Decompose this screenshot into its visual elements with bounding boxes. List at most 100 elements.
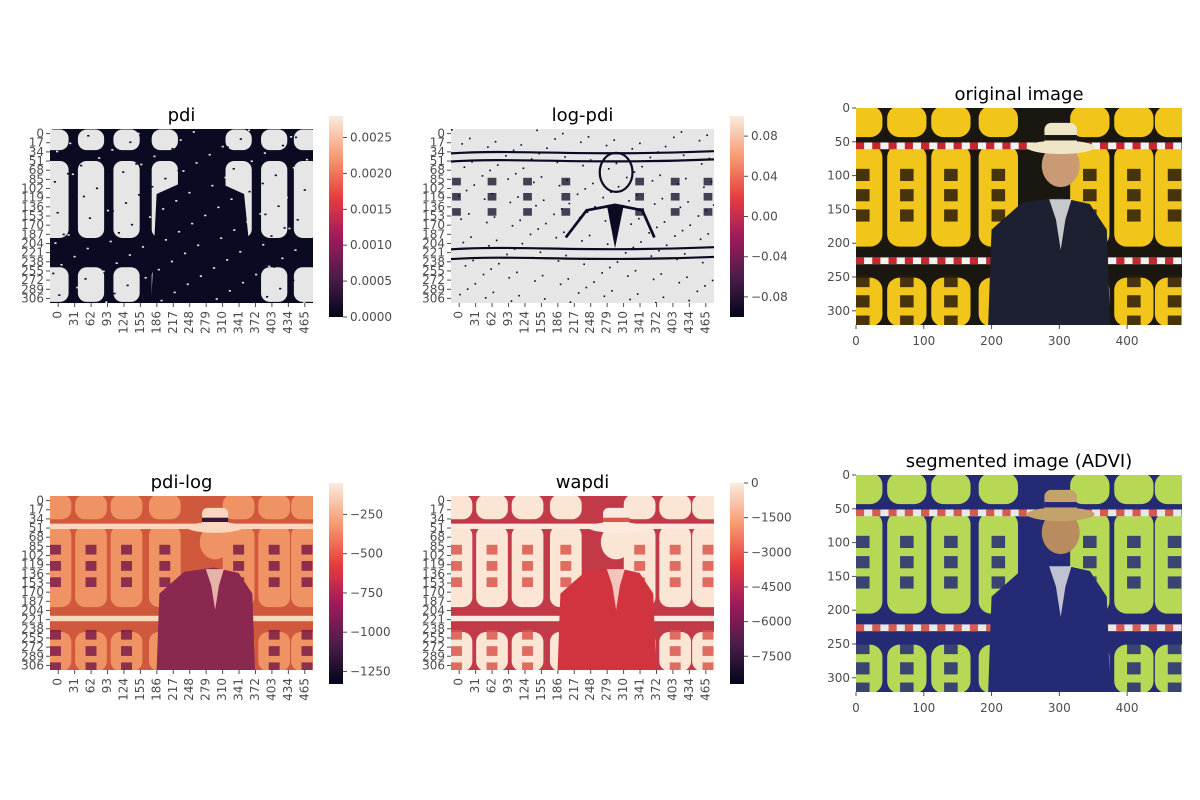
x-tick-label: 465: [297, 678, 311, 701]
y-tick-label: 289: [21, 282, 44, 296]
colorbar-tick-label: 0.00: [751, 210, 778, 224]
y-tick-label: 34: [29, 145, 44, 159]
x-tick-label: 0: [452, 311, 466, 319]
y-tick-label: 238: [21, 622, 44, 636]
x-tick-label: 248: [583, 678, 597, 701]
x-tick-label: 279: [600, 678, 614, 701]
y-tick-label: 119: [21, 191, 44, 205]
x-tick-label: 62: [485, 311, 499, 326]
x-tick-label: 403: [665, 678, 679, 701]
x-tick-label: 62: [84, 311, 98, 326]
y-tick-label: 289: [422, 282, 445, 296]
colorbar-tick-label: 0.0025: [350, 131, 392, 145]
y-tick-label: 238: [21, 255, 44, 269]
y-tick-label: 17: [29, 136, 44, 150]
y-tick-label: 0: [36, 127, 44, 141]
x-tick-label: 403: [264, 311, 278, 334]
y-tick-label: 119: [422, 558, 445, 572]
x-tick-label: 400: [1116, 701, 1139, 715]
y-tick-label: 255: [422, 631, 445, 645]
x-tick-label: 186: [149, 311, 163, 334]
x-tick-label: 403: [665, 311, 679, 334]
y-tick-label: 34: [29, 512, 44, 526]
y-tick-label: 250: [827, 270, 850, 284]
x-tick-label: 310: [616, 678, 630, 701]
colorbar-tick-label: 0.0000: [350, 310, 392, 324]
y-tick-label: 221: [422, 613, 445, 627]
panel-title: wapdi: [556, 472, 610, 493]
x-tick-label: 217: [567, 678, 581, 701]
y-tick-label: 68: [430, 530, 445, 544]
colorbar-tick-label: −7500: [751, 649, 792, 663]
colorbar-tick-label: 0: [751, 476, 759, 490]
y-tick-label: 204: [422, 236, 445, 250]
x-tick-label: 465: [698, 311, 712, 334]
y-tick-label: 150: [827, 569, 850, 583]
y-tick-label: 68: [29, 163, 44, 177]
x-tick-label: 155: [133, 311, 147, 334]
plot-area: [50, 496, 313, 670]
y-tick-label: 153: [21, 209, 44, 223]
y-tick-label: 204: [422, 603, 445, 617]
y-tick-label: 221: [21, 246, 44, 260]
x-tick-label: 100: [912, 701, 935, 715]
y-tick-label: 306: [422, 658, 445, 672]
y-tick-label: 221: [21, 613, 44, 627]
x-tick-label: 434: [281, 678, 295, 701]
panel-title: segmented image (ADVI): [906, 451, 1133, 472]
y-tick-label: 300: [827, 304, 850, 318]
y-tick-label: 136: [422, 200, 445, 214]
y-tick-label: 153: [21, 576, 44, 590]
x-tick-label: 0: [51, 678, 65, 686]
y-tick-label: 238: [422, 622, 445, 636]
x-tick-label: 279: [600, 311, 614, 334]
y-tick-label: 204: [21, 603, 44, 617]
y-tick-label: 51: [29, 154, 44, 168]
y-tick-label: 170: [422, 218, 445, 232]
y-tick-label: 68: [29, 530, 44, 544]
y-tick-label: 306: [21, 658, 44, 672]
x-tick-label: 100: [912, 334, 935, 348]
y-tick-label: 153: [422, 576, 445, 590]
x-tick-label: 155: [133, 678, 147, 701]
x-tick-label: 434: [682, 678, 696, 701]
x-tick-label: 341: [633, 678, 647, 701]
y-tick-label: 272: [422, 640, 445, 654]
x-tick-label: 279: [199, 311, 213, 334]
x-tick-label: 0: [852, 334, 860, 348]
y-tick-label: 136: [21, 200, 44, 214]
panel-title: pdi: [168, 105, 196, 126]
y-tick-label: 289: [422, 649, 445, 663]
y-tick-label: 187: [21, 594, 44, 608]
x-tick-label: 248: [583, 311, 597, 334]
y-tick-label: 0: [437, 127, 445, 141]
y-tick-label: 153: [422, 209, 445, 223]
x-tick-label: 31: [67, 311, 81, 326]
panel-title: log-pdi: [552, 105, 614, 126]
y-tick-label: 17: [430, 503, 445, 517]
plot-area: [451, 496, 714, 670]
x-tick-label: 186: [550, 311, 564, 334]
y-tick-label: 255: [21, 631, 44, 645]
y-tick-label: 51: [29, 521, 44, 535]
y-tick-label: 102: [21, 182, 44, 196]
x-tick-label: 62: [84, 678, 98, 693]
colorbar-tick-label: −3000: [751, 545, 792, 559]
x-tick-label: 217: [166, 311, 180, 334]
colorbar-tick-label: −750: [350, 586, 383, 600]
x-tick-label: 279: [199, 678, 213, 701]
colorbar: [329, 116, 343, 317]
x-tick-label: 400: [1116, 334, 1139, 348]
plot-area: [856, 475, 1182, 692]
y-tick-label: 102: [422, 549, 445, 563]
y-tick-label: 238: [422, 255, 445, 269]
colorbar-tick-label: 0.0015: [350, 202, 392, 216]
y-tick-label: 51: [430, 154, 445, 168]
colorbar-tick-label: −6000: [751, 615, 792, 629]
x-tick-label: 465: [698, 678, 712, 701]
plot-area: [50, 129, 313, 303]
colorbar-tick-label: −0.04: [751, 250, 788, 264]
